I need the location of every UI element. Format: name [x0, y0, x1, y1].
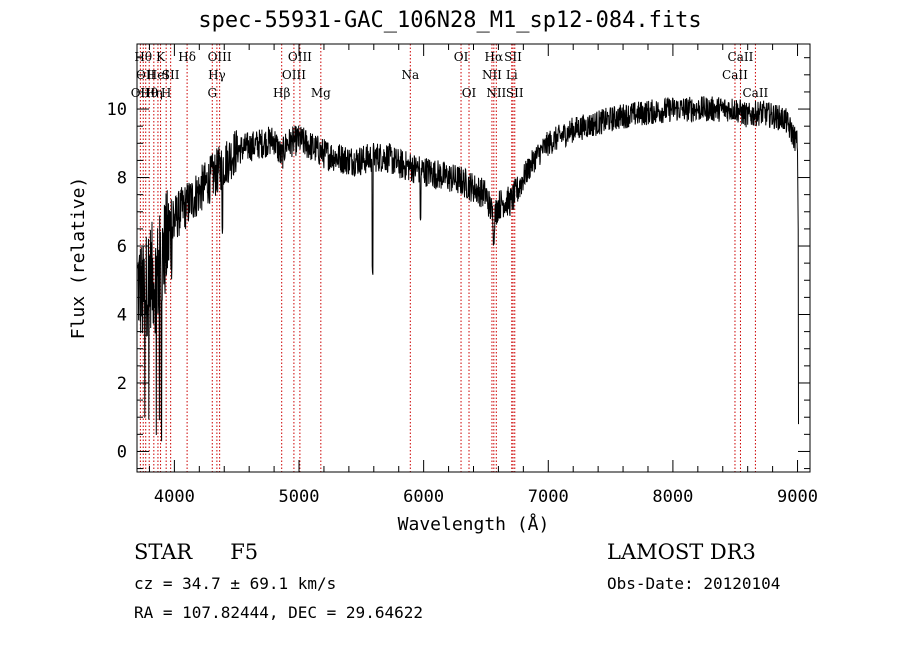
line-label: Hη [145, 86, 163, 100]
line-label: OIII [208, 50, 232, 64]
line-label: OIII [282, 68, 306, 82]
line-label: Hα [485, 50, 504, 64]
line-label: SII [506, 86, 524, 100]
classification: STAR F5 [134, 540, 258, 564]
coordinates-text: RA = 107.82444, DEC = 29.64622 [134, 603, 423, 622]
x-tick-label: 9000 [777, 487, 818, 507]
chart-title: spec-55931-GAC_106N28_M1_sp12-084.fits [198, 8, 702, 33]
line-label: CaII [728, 50, 754, 64]
line-label: NII [482, 68, 502, 82]
line-label: OI [462, 86, 477, 100]
x-tick-label: 4000 [154, 487, 195, 507]
x-tick-label: 5000 [279, 487, 320, 507]
line-label: Hδ [178, 50, 196, 64]
line-label: Mg [311, 86, 331, 100]
line-label: HeI [147, 68, 170, 82]
line-label: Li [506, 68, 518, 82]
flux-series [137, 96, 799, 442]
y-tick-label: 8 [117, 169, 127, 189]
subclass: F5 [230, 540, 259, 564]
x-axis-label: Wavelength (Å) [398, 513, 550, 535]
line-label: OI [454, 50, 469, 64]
line-label: H [161, 86, 171, 100]
line-label: Hβ [273, 86, 290, 100]
y-tick-label: 2 [117, 374, 127, 394]
line-label: Hθ [134, 50, 152, 64]
y-axis-label: Flux (relative) [68, 177, 89, 340]
y-tick-label: 0 [117, 442, 127, 462]
y-tick-label: 6 [117, 237, 127, 257]
line-label: SII [162, 68, 180, 82]
object-class: STAR [134, 540, 193, 564]
x-tick-label: 8000 [652, 487, 693, 507]
line-label: G [207, 86, 217, 100]
line-label: NII [486, 86, 506, 100]
y-tick-label: 4 [117, 305, 127, 325]
line-label: CaII [742, 86, 768, 100]
line-label: K [156, 50, 166, 64]
line-label: OII [131, 86, 151, 100]
x-tick-label: 7000 [528, 487, 569, 507]
line-label: OII [136, 68, 156, 82]
obs-date: Obs-Date: 20120104 [607, 574, 781, 593]
x-tick-label: 6000 [403, 487, 444, 507]
line-label: OIII [288, 50, 312, 64]
line-label: SII [504, 50, 522, 64]
line-label: Hγ [208, 68, 226, 82]
y-tick-label: 10 [107, 100, 127, 120]
redshift-text: cz = 34.7 ± 69.1 km/s [134, 574, 337, 593]
line-label: Hθ [140, 86, 158, 100]
survey-name: LAMOST DR3 [607, 540, 756, 564]
line-label: Na [401, 68, 419, 82]
line-label: CaII [722, 68, 748, 82]
